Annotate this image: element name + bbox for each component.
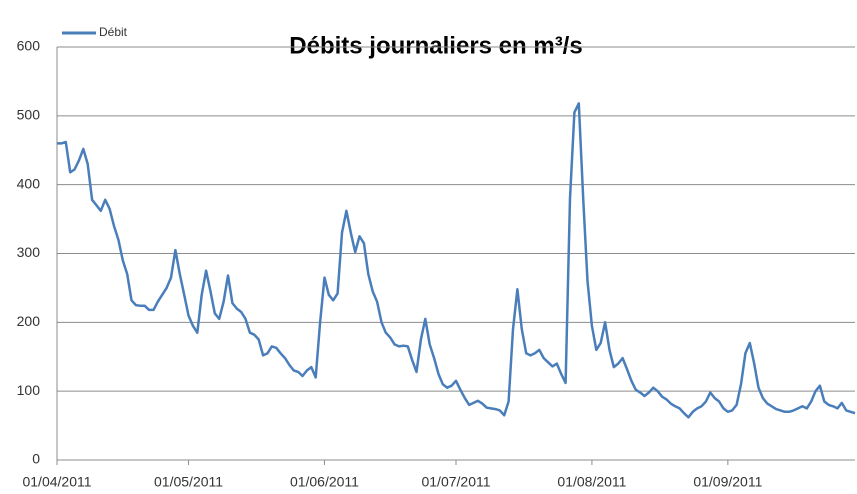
- x-tick-label: 01/05/2011: [154, 474, 223, 490]
- x-tick-label: 01/04/2011: [22, 474, 91, 490]
- legend-label: Débit: [99, 25, 128, 39]
- y-tick-label: 500: [17, 107, 41, 123]
- y-tick-label: 0: [32, 451, 40, 467]
- x-tick-label: 01/07/2011: [421, 474, 490, 490]
- y-tick-label: 400: [17, 175, 41, 191]
- x-tick-label: 01/09/2011: [693, 474, 762, 490]
- y-tick-label: 100: [17, 382, 41, 398]
- data-line: [57, 102, 856, 419]
- chart-title: Débits journaliers en m³/s: [289, 32, 582, 59]
- y-tick-label: 200: [17, 313, 41, 329]
- y-tick-label: 600: [17, 38, 41, 54]
- x-tick-label: 01/08/2011: [557, 474, 626, 490]
- x-tick-label: 01/06/2011: [290, 474, 359, 490]
- y-tick-label: 300: [17, 244, 41, 260]
